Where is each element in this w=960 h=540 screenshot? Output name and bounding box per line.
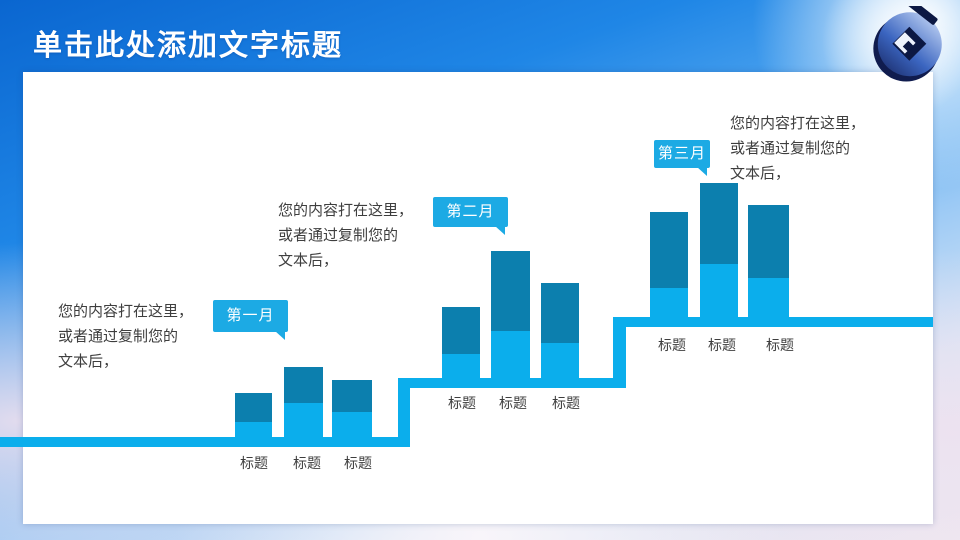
note-line: 您的内容打在这里， (58, 303, 194, 320)
bar-label: 标题 (766, 337, 794, 353)
bar (700, 183, 738, 317)
badge-pointer-icon (275, 331, 285, 340)
bar (235, 393, 272, 437)
note-line: 或者通过复制您的 (278, 227, 399, 244)
bar-segment-dark (442, 307, 480, 354)
bar-label: 标题 (240, 455, 268, 471)
bar (332, 380, 372, 437)
bank-logo-icon (866, 0, 950, 86)
note-line: 或者通过复制您的 (730, 140, 851, 157)
note-text: 您的内容打在这里， 或者通过复制您的 文本后， (278, 198, 413, 273)
bar (491, 251, 530, 378)
bar-label: 标题 (708, 337, 736, 353)
note-text: 您的内容打在这里， 或者通过复制您的 文本后， (58, 299, 193, 374)
note-text: 您的内容打在这里， 或者通过复制您的 文本后， (730, 111, 865, 186)
step-line-segment (398, 378, 410, 447)
note-line: 或者通过复制您的 (58, 328, 179, 345)
bar-segment-light (442, 354, 480, 378)
step-line-segment (398, 378, 626, 388)
slide-title: 单击此处添加文字标题 (33, 30, 344, 62)
bar-segment-dark (650, 212, 688, 288)
bar-segment-dark (235, 393, 272, 422)
bar-label: 标题 (293, 455, 321, 471)
bar (541, 283, 579, 378)
bar (650, 212, 688, 317)
bar-label: 标题 (448, 395, 476, 411)
bar (748, 205, 789, 317)
bar-segment-light (650, 288, 688, 317)
bar-segment-light (235, 422, 272, 437)
note-line: 您的内容打在这里， (278, 202, 414, 219)
bar-segment-light (541, 343, 579, 378)
month-badge: 第二月 (433, 197, 508, 235)
bar-segment-light (700, 264, 738, 317)
bar-segment-light (491, 331, 530, 378)
bar-label: 标题 (499, 395, 527, 411)
bar-label: 标题 (552, 395, 580, 411)
note-line: 您的内容打在这里， (730, 115, 866, 132)
badge-pointer-icon (495, 226, 505, 235)
bar-segment-dark (284, 367, 323, 403)
note-line: 文本后， (730, 165, 791, 182)
bar-segment-light (284, 403, 323, 437)
bar-label: 标题 (344, 455, 372, 471)
bar-segment-dark (748, 205, 789, 278)
step-line-segment (613, 317, 933, 327)
bar-segment-dark (491, 251, 530, 331)
bar-segment-dark (332, 380, 372, 412)
month-badge: 第一月 (213, 300, 288, 340)
note-line: 文本后， (58, 353, 119, 370)
note-line: 文本后， (278, 252, 339, 269)
month-badge: 第三月 (654, 140, 710, 176)
bar (442, 307, 480, 378)
bar-segment-dark (541, 283, 579, 343)
step-line-segment (613, 317, 626, 388)
bar-segment-light (748, 278, 789, 317)
bar-segment-dark (700, 183, 738, 264)
step-line-segment (0, 437, 410, 447)
bar (284, 367, 323, 437)
badge-pointer-icon (697, 167, 707, 176)
bar-label: 标题 (658, 337, 686, 353)
bar-segment-light (332, 412, 372, 437)
